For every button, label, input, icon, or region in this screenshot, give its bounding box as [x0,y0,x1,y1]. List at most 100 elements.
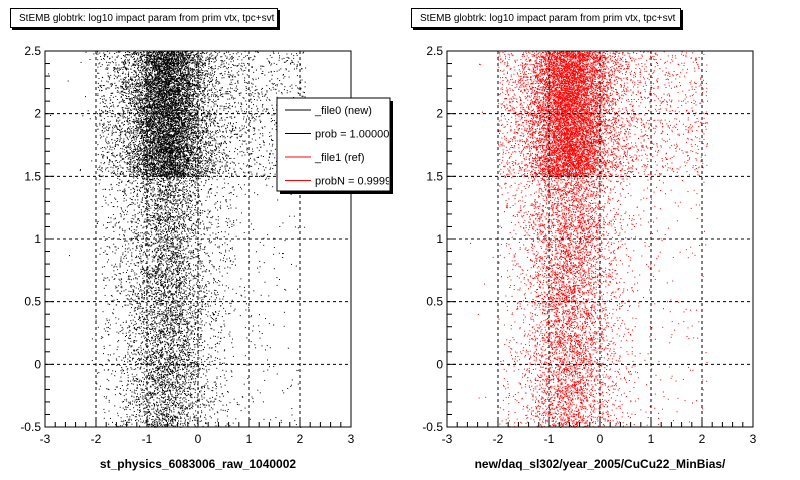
scatter-point [192,286,194,288]
scatter-point [183,121,185,123]
scatter-point [170,352,172,354]
scatter-point [161,329,163,331]
scatter-point [126,400,128,402]
scatter-point [162,275,164,277]
scatter-point [187,240,189,242]
scatter-point [173,222,175,224]
scatter-point [204,121,206,123]
scatter-point [177,248,179,250]
scatter-point [143,162,145,164]
scatter-point [143,269,144,271]
scatter-point [134,90,136,91]
scatter-point [163,83,165,85]
scatter-point [115,144,116,146]
scatter-point [213,120,215,122]
scatter-point [161,114,163,115]
scatter-point [170,282,172,284]
scatter-point [183,249,185,251]
scatter-point [158,111,159,113]
scatter-point [193,57,195,59]
scatter-point [145,240,147,242]
scatter-point [187,393,189,395]
scatter-point [126,156,128,157]
scatter-point [172,306,174,308]
scatter-point [178,267,180,269]
scatter-point [131,65,133,67]
scatter-point [107,143,109,145]
scatter-point [171,79,173,81]
scatter-point [101,266,103,268]
scatter-point [163,152,165,153]
scatter-point [164,148,166,149]
scatter-point [183,174,184,176]
scatter-point [195,136,197,138]
scatter-point [152,194,154,196]
scatter-point [170,100,172,102]
scatter-point [154,424,156,426]
scatter-point [167,237,168,239]
scatter-point [169,321,171,323]
scatter-point [147,137,149,139]
scatter-point [154,100,156,102]
scatter-point [152,375,154,377]
scatter-point [148,51,150,53]
scatter-point [116,119,118,121]
scatter-point [159,149,161,151]
scatter-point [179,241,180,243]
scatter-point [193,116,195,118]
scatter-point [156,266,158,268]
scatter-point [135,132,137,134]
scatter-point [148,239,150,241]
scatter-point [143,282,145,284]
scatter-point [245,309,247,311]
scatter-point [168,307,170,308]
scatter-point [187,171,189,173]
scatter-point [181,128,183,130]
scatter-point [174,234,176,236]
scatter-point [201,160,203,162]
scatter-point [145,171,147,173]
scatter-point [143,359,145,361]
scatter-point [119,68,121,70]
scatter-point [194,312,196,314]
scatter-point [222,244,223,246]
scatter-point [156,142,158,144]
scatter-point [199,398,201,400]
scatter-point [100,58,102,60]
scatter-point [158,62,160,64]
scatter-point [141,415,143,417]
scatter-point [192,143,194,145]
scatter-point [140,71,142,73]
scatter-point [129,303,131,305]
scatter-point [193,257,195,259]
scatter-point [161,348,163,350]
scatter-point [169,422,171,424]
scatter-point [291,84,293,86]
scatter-point [183,345,185,347]
scatter-point [210,260,211,262]
scatter-point [176,231,178,233]
scatter-point [246,74,248,76]
scatter-point [184,319,186,321]
scatter-point [111,161,113,162]
scatter-point [199,99,201,101]
scatter-point [219,95,221,97]
scatter-point [219,166,221,168]
scatter-point [199,245,201,247]
scatter-point [176,149,178,151]
scatter-point [129,149,131,150]
scatter-point [269,366,270,368]
scatter-point [176,67,178,69]
scatter-point [174,359,176,361]
scatter-point [167,132,169,134]
scatter-point [167,130,169,132]
scatter-point [211,328,213,330]
scatter-point [148,67,150,69]
scatter-point [143,79,145,81]
scatter-point [139,191,141,192]
scatter-point [176,218,178,220]
scatter-point [211,347,213,349]
scatter-point [135,165,137,167]
scatter-point [153,399,155,401]
scatter-point [168,67,170,69]
